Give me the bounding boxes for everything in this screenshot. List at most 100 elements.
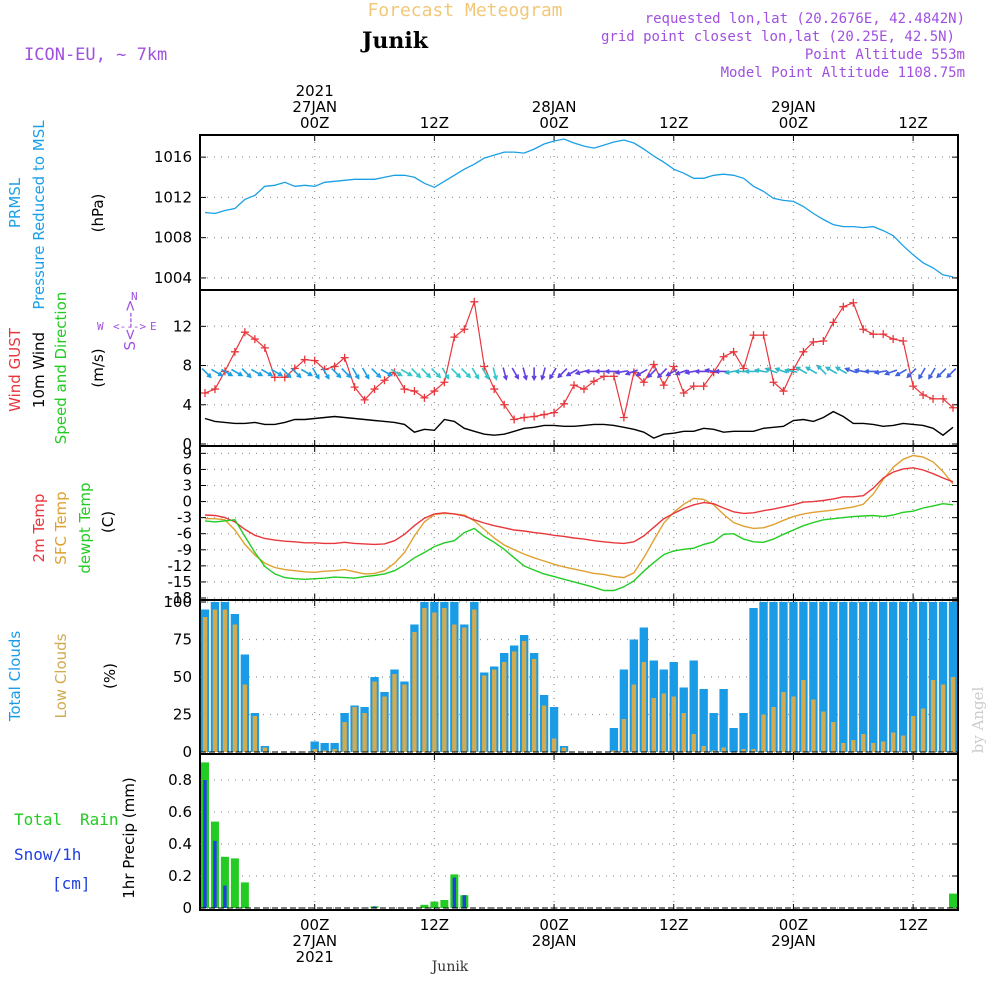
rain-bar <box>420 904 429 908</box>
gust-marker <box>440 378 449 387</box>
top-time-label: 28JAN <box>532 98 577 116</box>
wind-arrow-head <box>604 368 610 375</box>
panel-frame-5 <box>199 753 959 911</box>
top-time-label: 12Z <box>898 114 927 132</box>
low-clouds-bar <box>930 680 936 752</box>
wind-arrow-head <box>824 366 831 372</box>
temp-2m-label: 2m Temp <box>30 494 48 563</box>
total-clouds-bar <box>709 713 718 752</box>
top-time-label: 00Z <box>779 114 808 132</box>
wind-arrow <box>835 366 848 375</box>
wind-arrow <box>331 368 341 378</box>
total-clouds-bar <box>749 608 758 752</box>
total-clouds-bar <box>799 602 808 752</box>
low-clouds-bar <box>661 693 666 752</box>
wind-arrow <box>885 369 898 375</box>
total-clouds-bar <box>310 741 319 752</box>
y-tick-label: -9 <box>177 541 192 559</box>
gust-marker <box>550 408 559 417</box>
gust-marker <box>889 335 898 344</box>
gust-marker <box>560 399 569 408</box>
wind-arrow-head <box>557 373 563 379</box>
gust-marker <box>799 347 808 356</box>
y-tick-label: 1016 <box>154 148 192 166</box>
pressure-axis-label: Pressure Reduced to MSL <box>30 120 48 310</box>
bottom-time-label: 00Z <box>779 916 808 934</box>
y-tick-label: 0.6 <box>168 803 192 821</box>
low-clouds-bar <box>681 713 686 752</box>
low-clouds-bar <box>791 696 796 752</box>
total-clouds-bar <box>689 660 698 752</box>
total-clouds-bar <box>879 602 888 752</box>
total-clouds-bar <box>819 602 828 752</box>
total-clouds-bar <box>928 602 938 752</box>
compass-north: N <box>131 290 138 303</box>
wind-arrow <box>481 367 489 379</box>
total-clouds-bar <box>699 689 708 752</box>
wind-arrow-head <box>884 370 890 376</box>
gust-marker <box>230 347 239 356</box>
wind-arrow-head <box>217 371 224 377</box>
gust-marker <box>749 331 758 340</box>
model-name: ICON-EU, ~ 7km <box>24 45 167 65</box>
low-clouds-bar <box>671 696 676 752</box>
wind-unit-label: (m/s) <box>89 348 107 387</box>
gust-marker <box>729 347 738 356</box>
wind-arrow <box>300 368 313 377</box>
wind-arrow <box>666 368 678 377</box>
low-clouds-bar <box>242 684 248 752</box>
gust-marker <box>400 385 409 394</box>
y-tick-label: 4 <box>182 396 192 414</box>
low-clouds-bar <box>771 707 776 752</box>
y-tick-label: 3 <box>182 477 192 495</box>
wind-arrow-head <box>531 375 537 382</box>
snow-unit-label: [cm] <box>52 874 91 893</box>
wind-arrow-head <box>584 368 590 375</box>
wind-arrow-head <box>853 368 860 374</box>
low-clouds-bar <box>402 684 407 752</box>
wind-arrow <box>471 367 479 379</box>
wind-arrow-head <box>764 367 771 373</box>
wind-arrow-head <box>455 373 462 379</box>
y-tick-label: -12 <box>168 557 193 575</box>
gust-marker <box>649 360 658 369</box>
gust-marker <box>270 373 279 382</box>
total-clouds-bar <box>330 743 339 752</box>
wind-arrow-head <box>774 367 781 373</box>
wind-arrow <box>549 367 557 379</box>
total-clouds-bar <box>908 602 918 752</box>
gust-marker <box>839 302 848 311</box>
top-time-label: 00Z <box>300 114 329 132</box>
low-clouds-bar <box>422 608 427 752</box>
wind-arrow-head <box>724 369 730 375</box>
wind-arrow-head <box>277 371 284 377</box>
top-time-label: 29JAN <box>771 98 816 116</box>
wind-arrow-head <box>492 375 499 381</box>
wind-arrow-head <box>257 371 264 377</box>
gust-marker <box>260 343 269 352</box>
wind-arrow-head <box>565 371 572 377</box>
y-tick-label: 0.4 <box>168 835 192 853</box>
gust-marker <box>350 383 359 392</box>
wind-arrow <box>647 368 658 378</box>
wind-arrow-head <box>873 369 880 375</box>
y-tick-label: 1012 <box>154 188 192 206</box>
hpa-unit-label: (hPa) <box>89 194 107 233</box>
wind-arrow <box>636 368 648 377</box>
snow-bar <box>452 877 457 908</box>
bottom-time-label: 00Z <box>300 916 329 934</box>
wind-arrow-head <box>674 370 681 376</box>
wind-arrow <box>371 368 381 378</box>
low-clouds-bar <box>851 740 856 752</box>
y-tick-label: 0.2 <box>168 867 192 885</box>
wind-arrow-head <box>237 371 244 377</box>
wind-arrow-head <box>540 375 546 381</box>
wind-arrow <box>785 369 798 373</box>
wind-arrow <box>441 367 450 379</box>
wind-arrow-head <box>246 373 252 379</box>
wind-arrow <box>430 368 441 378</box>
total-clouds-bar <box>759 602 768 752</box>
wind-arrow-head <box>346 373 352 379</box>
